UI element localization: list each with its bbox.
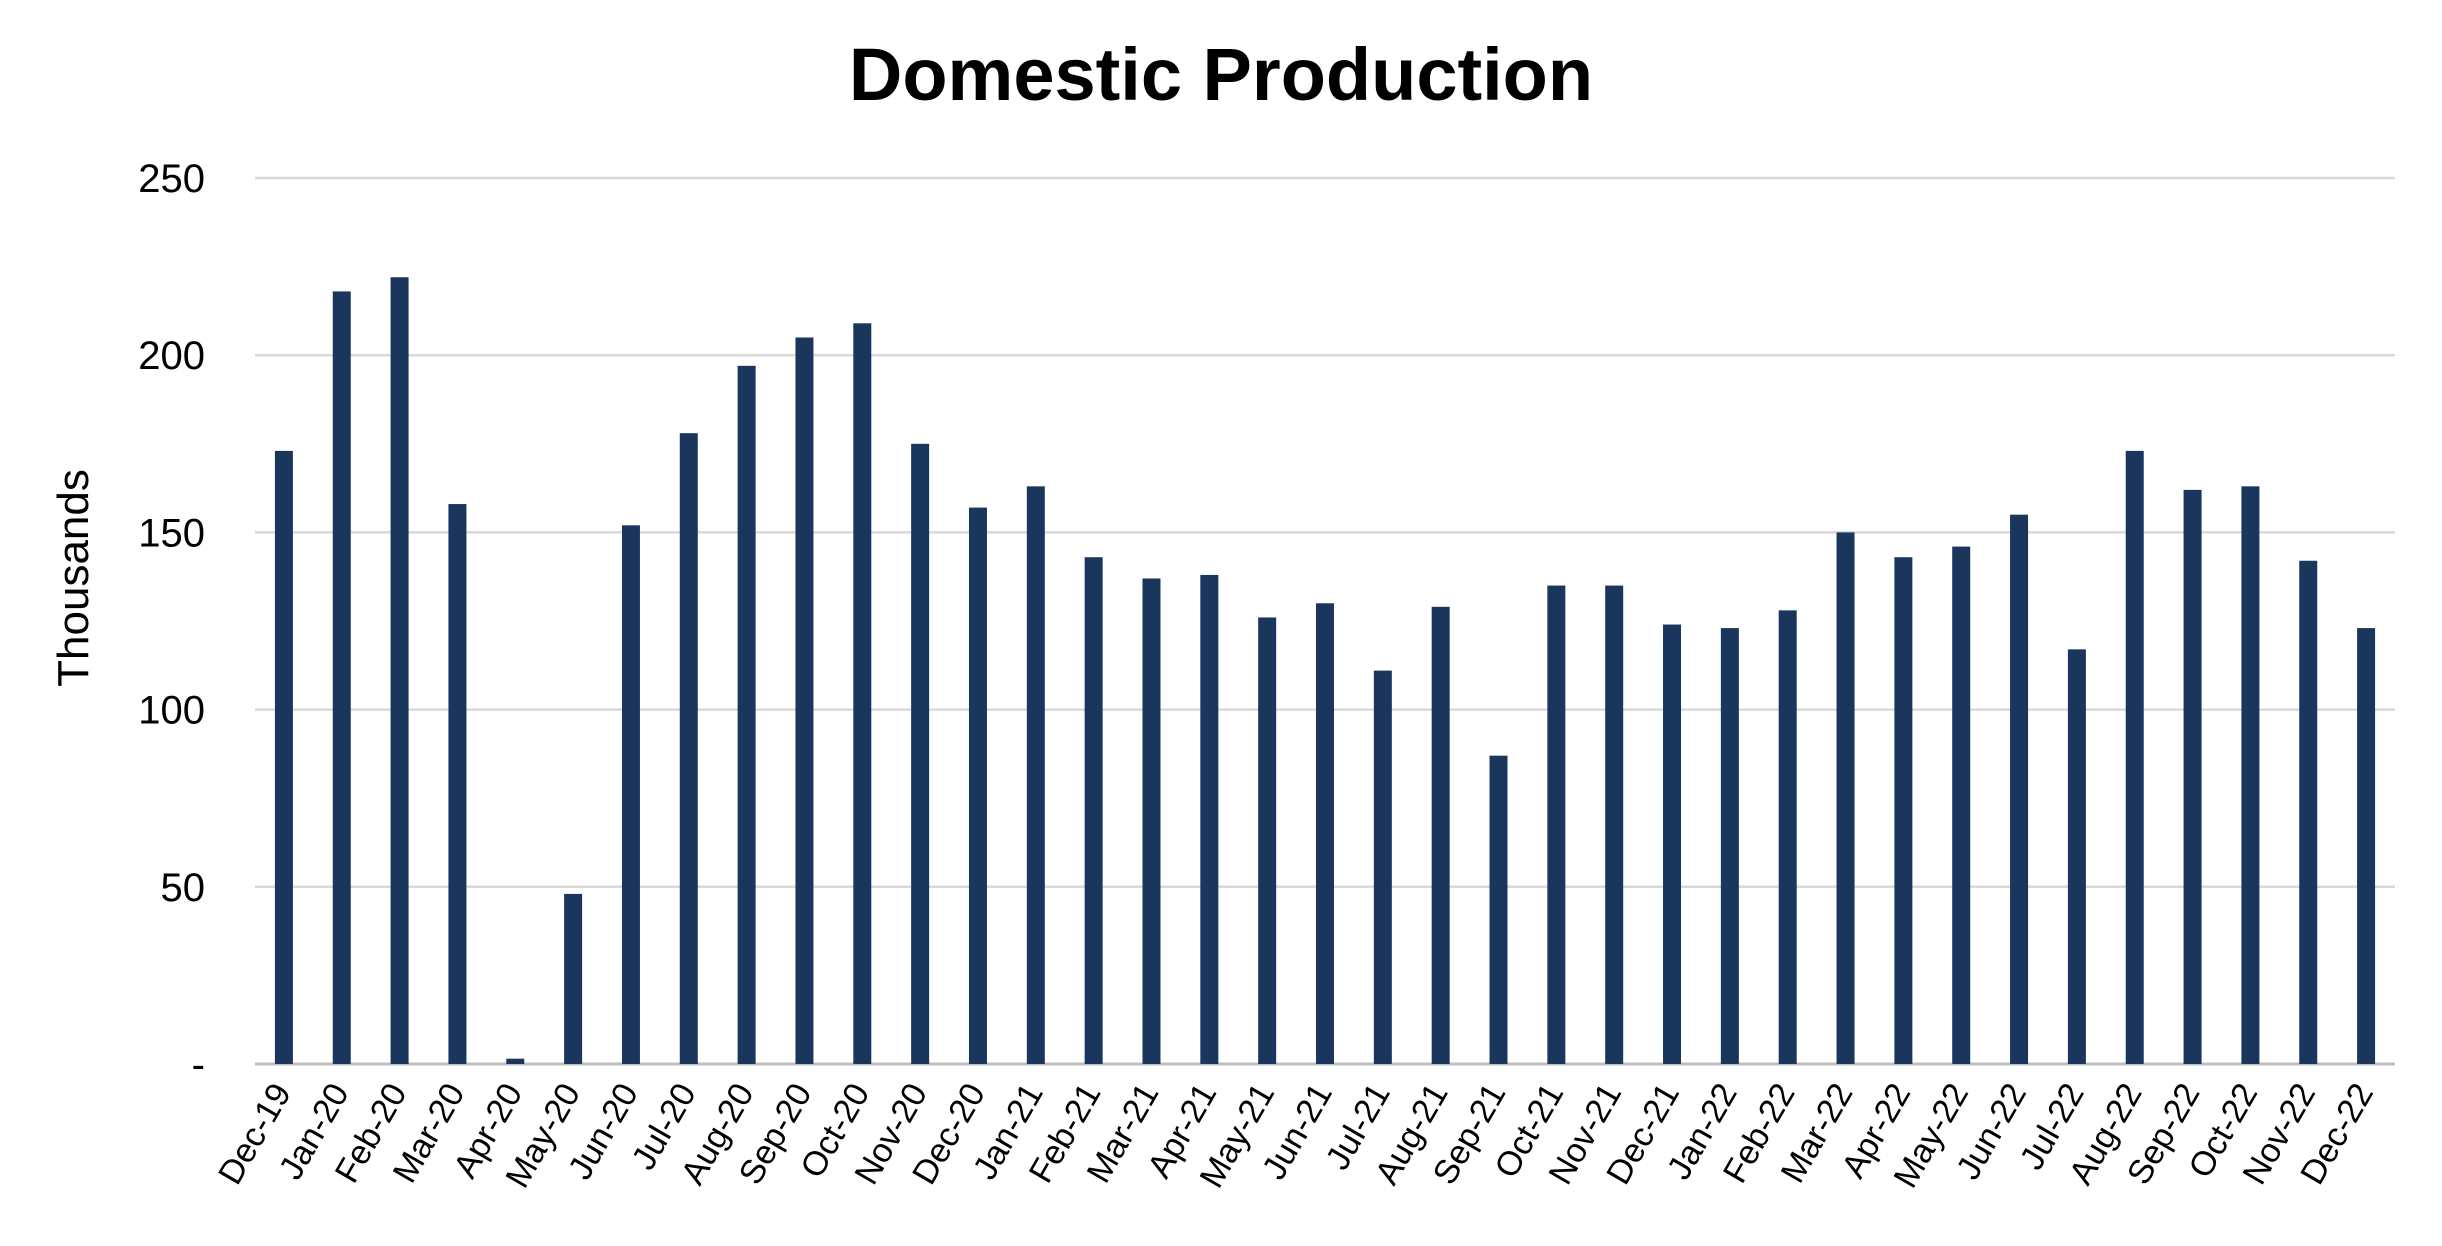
y-tick-label: 100: [138, 689, 205, 733]
y-tick-label: 200: [138, 334, 205, 378]
bar: [1258, 617, 1277, 1064]
bar: [506, 1058, 525, 1064]
bar: [1026, 486, 1045, 1064]
bar: [1084, 557, 1103, 1064]
y-tick-label: 150: [138, 511, 205, 555]
bar: [679, 433, 698, 1065]
bar: [1142, 578, 1161, 1064]
bar: [2299, 560, 2318, 1064]
y-tick-label: 250: [138, 157, 205, 201]
bar: [1431, 606, 1450, 1064]
bar: [2067, 649, 2086, 1064]
y-axis-ticks: - 50 100 150 200 250: [138, 157, 205, 1087]
bar: [2357, 628, 2376, 1064]
bar: [853, 323, 872, 1065]
bars: [274, 277, 2376, 1065]
y-tick-label: -: [192, 1043, 205, 1087]
bar: [564, 893, 583, 1064]
bar: [737, 365, 756, 1064]
bar: [448, 504, 467, 1065]
bar: [795, 337, 814, 1065]
bar: [968, 507, 987, 1064]
bar: [2010, 514, 2029, 1064]
bar: [1952, 546, 1971, 1064]
bar: [1200, 574, 1219, 1064]
bar: [911, 443, 930, 1064]
bar: [1489, 755, 1508, 1064]
bar: [1836, 532, 1855, 1064]
bar: [1894, 557, 1913, 1064]
bar: [332, 291, 351, 1065]
bar: [390, 277, 409, 1064]
y-tick-label: 50: [161, 866, 206, 910]
x-axis-ticks: Dec-19Jan-20Feb-20Mar-20Apr-20May-20Jun-…: [211, 1077, 2381, 1194]
bar: [1605, 585, 1624, 1064]
bar: [1778, 610, 1797, 1064]
bar: [1373, 670, 1392, 1064]
bar: [1720, 628, 1739, 1064]
bar: [2241, 486, 2260, 1064]
bar: [2183, 489, 2202, 1064]
chart-title: Domestic Production: [848, 33, 1594, 116]
bar: [274, 450, 293, 1064]
bar: [1547, 585, 1566, 1064]
bar: [621, 525, 640, 1064]
bar: [1316, 603, 1334, 1064]
bar: [1663, 624, 1682, 1064]
y-axis-label: Thousands: [49, 469, 98, 687]
bar: [2125, 450, 2144, 1064]
